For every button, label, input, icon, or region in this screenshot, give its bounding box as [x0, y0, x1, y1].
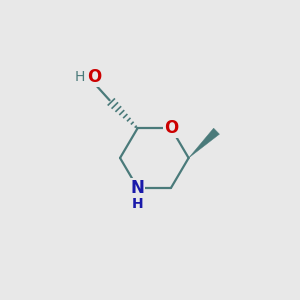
Text: H: H	[74, 70, 85, 84]
Text: N: N	[130, 178, 144, 196]
Text: O: O	[87, 68, 102, 86]
Text: O: O	[164, 119, 178, 137]
Polygon shape	[189, 128, 219, 158]
Text: H: H	[132, 197, 143, 211]
